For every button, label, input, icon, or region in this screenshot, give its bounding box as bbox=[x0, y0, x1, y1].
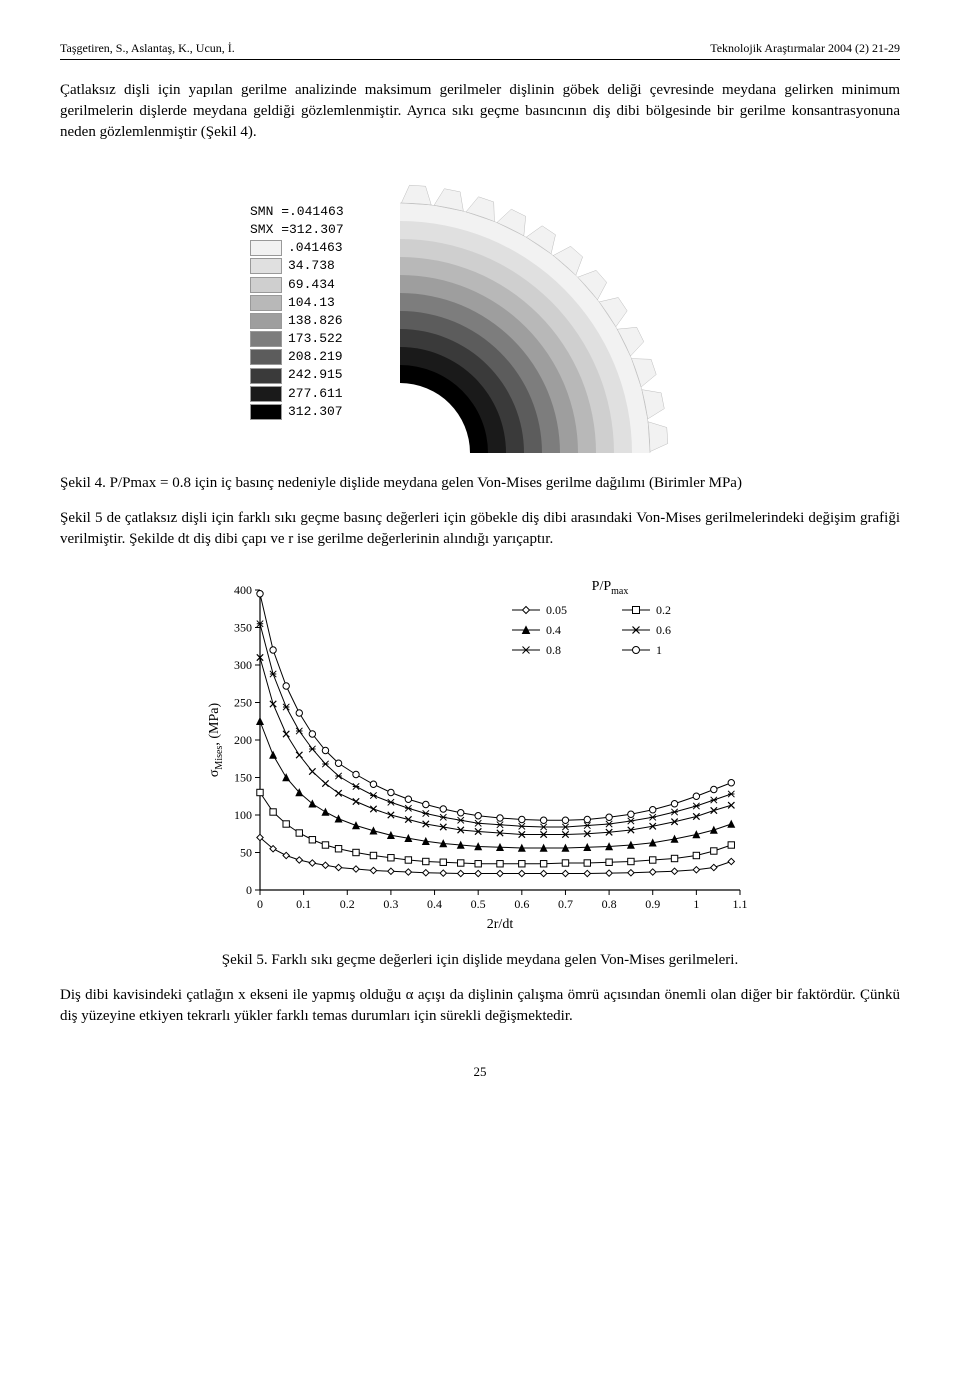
fig4-level-label: .041463 bbox=[288, 239, 343, 257]
fig4-level-row: 208.219 bbox=[250, 348, 344, 366]
svg-text:2r/dt: 2r/dt bbox=[487, 917, 514, 930]
svg-text:0.1: 0.1 bbox=[296, 897, 311, 911]
svg-text:100: 100 bbox=[234, 808, 252, 822]
svg-text:0.6: 0.6 bbox=[656, 623, 671, 637]
svg-text:150: 150 bbox=[234, 770, 252, 784]
fig4-level-label: 242.915 bbox=[288, 366, 343, 384]
fig4-swatch bbox=[250, 258, 282, 274]
fig4-swatch bbox=[250, 331, 282, 347]
fig4-level-row: .041463 bbox=[250, 239, 344, 257]
paragraph-end: Diş dibi kavisindeki çatlağın x ekseni i… bbox=[60, 985, 900, 1027]
smx-label: SMX =312.307 bbox=[250, 221, 344, 239]
fig4-swatch bbox=[250, 386, 282, 402]
smn-label: SMN =.041463 bbox=[250, 203, 344, 221]
fig4-level-row: 277.611 bbox=[250, 385, 344, 403]
fig4-swatch bbox=[250, 313, 282, 329]
fig4-legend: SMN =.041463 SMX =312.307 .04146334.7386… bbox=[250, 203, 344, 421]
fig4-level-label: 34.738 bbox=[288, 257, 335, 275]
fig4-swatch bbox=[250, 277, 282, 293]
fig4-swatch bbox=[250, 349, 282, 365]
svg-text:0.2: 0.2 bbox=[340, 897, 355, 911]
page-header: Taşgetiren, S., Aslantaş, K., Ucun, İ. T… bbox=[60, 40, 900, 60]
svg-text:1: 1 bbox=[693, 897, 699, 911]
figure-4: SMN =.041463 SMX =312.307 .04146334.7386… bbox=[230, 173, 730, 453]
fig4-level-label: 69.434 bbox=[288, 276, 335, 294]
svg-text:1.1: 1.1 bbox=[733, 897, 748, 911]
paragraph-intro: Çatlaksız dişli için yapılan gerilme ana… bbox=[60, 80, 900, 143]
page-number: 25 bbox=[60, 1063, 900, 1081]
svg-text:P/Pmax: P/Pmax bbox=[592, 579, 629, 597]
svg-text:250: 250 bbox=[234, 695, 252, 709]
svg-text:0.3: 0.3 bbox=[383, 897, 398, 911]
fig4-level-label: 277.611 bbox=[288, 385, 343, 403]
svg-text:50: 50 bbox=[240, 845, 252, 859]
svg-text:0.6: 0.6 bbox=[514, 897, 529, 911]
svg-text:0: 0 bbox=[246, 883, 252, 897]
svg-text:350: 350 bbox=[234, 620, 252, 634]
fig4-level-row: 69.434 bbox=[250, 276, 344, 294]
fig4-level-row: 104.13 bbox=[250, 294, 344, 312]
svg-text:0.4: 0.4 bbox=[546, 623, 561, 637]
svg-text:0.2: 0.2 bbox=[656, 603, 671, 617]
svg-text:0.4: 0.4 bbox=[427, 897, 442, 911]
fig4-swatch bbox=[250, 295, 282, 311]
fig4-caption: Şekil 4. P/Pmax = 0.8 için iç basınç ned… bbox=[60, 473, 900, 494]
fig4-level-label: 208.219 bbox=[288, 348, 343, 366]
fig4-swatch bbox=[250, 404, 282, 420]
svg-text:σMises, (MPa): σMises, (MPa) bbox=[207, 702, 225, 777]
fig4-level-row: 173.522 bbox=[250, 330, 344, 348]
header-left: Taşgetiren, S., Aslantaş, K., Ucun, İ. bbox=[60, 40, 235, 57]
fig4-level-row: 34.738 bbox=[250, 257, 344, 275]
svg-text:0.8: 0.8 bbox=[546, 643, 561, 657]
svg-text:300: 300 bbox=[234, 658, 252, 672]
svg-text:0: 0 bbox=[257, 897, 263, 911]
svg-text:1: 1 bbox=[656, 643, 662, 657]
paragraph-mid: Şekil 5 de çatlaksız dişli için farklı s… bbox=[60, 508, 900, 550]
fig4-level-label: 312.307 bbox=[288, 403, 343, 421]
fig4-swatch bbox=[250, 240, 282, 256]
svg-text:0.9: 0.9 bbox=[645, 897, 660, 911]
svg-text:0.8: 0.8 bbox=[602, 897, 617, 911]
fig4-level-label: 104.13 bbox=[288, 294, 335, 312]
fig4-level-row: 242.915 bbox=[250, 366, 344, 384]
svg-text:0.05: 0.05 bbox=[546, 603, 567, 617]
fig4-level-label: 173.522 bbox=[288, 330, 343, 348]
svg-text:400: 400 bbox=[234, 583, 252, 597]
fig4-level-row: 312.307 bbox=[250, 403, 344, 421]
header-right: Teknolojik Araştırmalar 2004 (2) 21-29 bbox=[710, 40, 900, 57]
figure-5: 0 50 100 150 200 250 300 350 400 0 0.1 0.2 0.3 0.4 0.5… bbox=[200, 570, 760, 930]
svg-text:0.5: 0.5 bbox=[471, 897, 486, 911]
chart-svg: 0 50 100 150 200 250 300 350 400 0 0.1 0.2 0.3 0.4 0.5… bbox=[200, 570, 760, 930]
svg-text:0.7: 0.7 bbox=[558, 897, 573, 911]
svg-text:200: 200 bbox=[234, 733, 252, 747]
fig4-level-row: 138.826 bbox=[250, 312, 344, 330]
fig5-caption: Şekil 5. Farklı sıkı geçme değerleri içi… bbox=[60, 950, 900, 971]
gear-contour-svg bbox=[400, 173, 720, 453]
fig4-level-label: 138.826 bbox=[288, 312, 343, 330]
fig4-swatch bbox=[250, 368, 282, 384]
